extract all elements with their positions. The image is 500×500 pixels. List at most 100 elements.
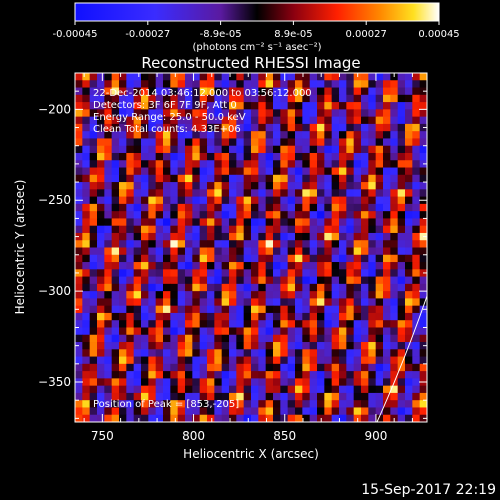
heatmap-cell xyxy=(361,225,369,234)
heatmap-cell xyxy=(368,254,377,263)
heatmap-cell xyxy=(324,392,333,401)
heatmap-cell xyxy=(148,247,157,256)
heatmap-cell xyxy=(405,102,413,110)
heatmap-cell xyxy=(405,356,413,365)
heatmap-cell xyxy=(273,123,281,132)
heatmap-cell xyxy=(273,327,281,336)
heatmap-cell xyxy=(192,407,201,416)
heatmap-cell xyxy=(397,363,406,372)
heatmap-cell xyxy=(126,73,135,81)
heatmap-cell xyxy=(148,327,157,336)
heatmap-cell xyxy=(405,218,413,227)
heatmap-cell xyxy=(126,138,135,147)
heatmap-cell xyxy=(97,160,105,168)
heatmap-cell xyxy=(302,305,311,314)
heatmap-cell xyxy=(302,349,311,357)
heatmap-cell xyxy=(185,276,193,285)
heatmap-cell xyxy=(214,182,223,190)
heatmap-cell xyxy=(412,349,421,357)
heatmap-cell xyxy=(155,189,164,197)
heatmap-cell xyxy=(390,80,399,88)
heatmap-cell xyxy=(346,262,355,270)
heatmap-cell xyxy=(280,312,289,321)
heatmap-cell xyxy=(346,392,355,401)
heatmap-cell xyxy=(229,327,237,336)
heatmap-cell xyxy=(243,327,252,336)
heatmap-cell xyxy=(317,378,325,387)
heatmap-cell xyxy=(97,385,105,394)
heatmap-cell xyxy=(339,174,347,183)
heatmap-cell xyxy=(89,254,98,263)
heatmap-cell xyxy=(163,138,171,147)
heatmap-cell xyxy=(192,167,201,176)
heatmap-cell xyxy=(126,182,135,190)
heatmap-cell xyxy=(405,334,413,343)
heatmap-cell xyxy=(119,87,127,96)
heatmap-cell xyxy=(302,174,311,183)
heatmap-cell xyxy=(199,349,208,357)
heatmap-cell xyxy=(309,334,318,343)
heatmap-cell xyxy=(229,392,237,401)
heatmap-cell xyxy=(251,247,259,256)
heatmap-cell xyxy=(133,298,142,307)
heatmap-cell xyxy=(339,232,347,241)
heatmap-cell xyxy=(192,218,201,227)
heatmap-cell xyxy=(317,400,325,408)
heatmap-cell xyxy=(97,327,105,336)
heatmap-cell xyxy=(148,138,157,147)
heatmap-cell xyxy=(243,109,252,118)
chart-title: Reconstructed RHESSI Image xyxy=(141,54,360,72)
heatmap-cell xyxy=(346,283,355,292)
heatmap-cell xyxy=(243,189,252,197)
heatmap-cell xyxy=(97,109,105,118)
heatmap-cell xyxy=(155,131,164,139)
heatmap-cell xyxy=(251,80,259,88)
heatmap-cell xyxy=(221,320,230,328)
heatmap-cell xyxy=(280,196,289,205)
heatmap-cell xyxy=(126,211,135,219)
heatmap-cell xyxy=(214,342,223,350)
heatmap-cell xyxy=(192,160,201,168)
heatmap-cell xyxy=(119,349,127,357)
heatmap-cell xyxy=(383,73,391,81)
heatmap-cell xyxy=(199,327,208,336)
heatmap-cell xyxy=(295,131,303,139)
heatmap-cell xyxy=(155,312,164,321)
heatmap-cell xyxy=(236,145,245,154)
heatmap-cell xyxy=(133,131,142,139)
heatmap-cell xyxy=(207,305,215,314)
x-tick-label: 900 xyxy=(364,429,387,443)
heatmap-cell xyxy=(214,320,223,328)
heatmap-cell xyxy=(148,291,157,299)
heatmap-cell xyxy=(163,116,171,125)
heatmap-cell xyxy=(163,225,171,234)
heatmap-cell xyxy=(207,182,215,190)
heatmap-cell xyxy=(383,203,391,212)
heatmap-cell xyxy=(170,182,179,190)
heatmap-cell xyxy=(265,196,274,205)
heatmap-cell xyxy=(309,349,318,357)
heatmap-cell xyxy=(236,240,245,248)
heatmap-cell xyxy=(126,131,135,139)
heatmap-cell xyxy=(361,152,369,161)
heatmap-cell xyxy=(383,349,391,357)
heatmap-cell xyxy=(331,240,340,248)
heatmap-cell xyxy=(258,291,267,299)
heatmap-cell xyxy=(207,407,215,416)
heatmap-cell xyxy=(221,305,230,314)
heatmap-cell xyxy=(309,232,318,241)
heatmap-cell xyxy=(199,94,208,103)
heatmap-cell xyxy=(155,240,164,248)
heatmap-cell xyxy=(419,262,427,270)
heatmap-cell xyxy=(324,320,333,328)
heatmap-cell xyxy=(412,254,421,263)
heatmap-cell xyxy=(97,392,105,401)
heatmap-cell xyxy=(287,160,296,168)
heatmap-cell xyxy=(229,269,237,277)
heatmap-cell xyxy=(273,109,281,118)
heatmap-cell xyxy=(361,312,369,321)
heatmap-cell xyxy=(170,283,179,292)
heatmap-cell xyxy=(375,298,384,307)
heatmap-cell xyxy=(302,232,311,241)
heatmap-cell xyxy=(280,320,289,328)
